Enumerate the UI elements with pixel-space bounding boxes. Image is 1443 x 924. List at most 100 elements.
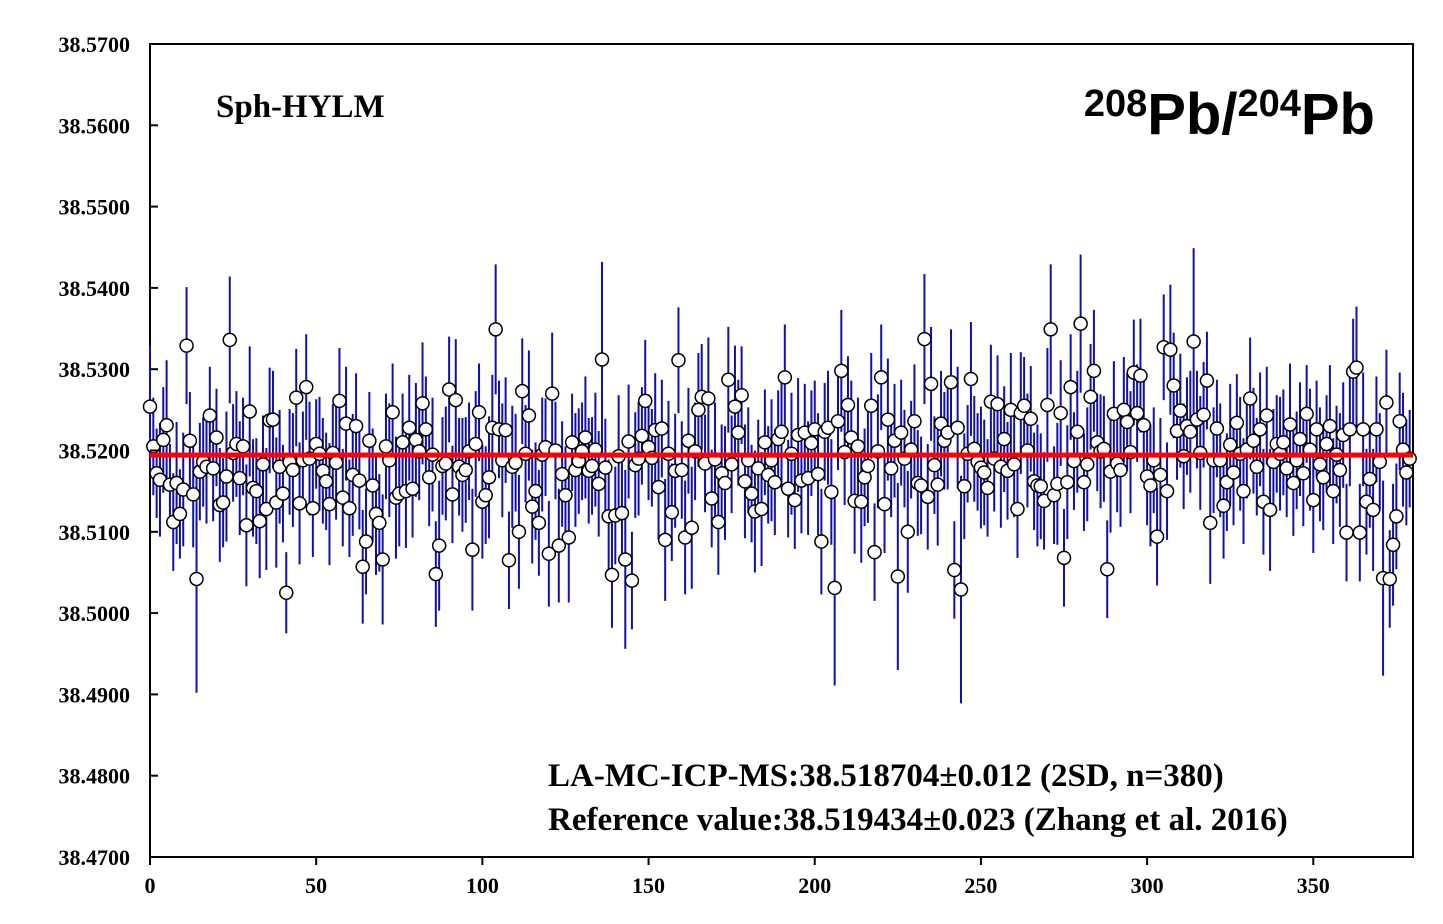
data-point [1060, 474, 1075, 490]
data-point [634, 428, 650, 444]
data-point [913, 478, 929, 493]
data-point [1236, 483, 1251, 499]
y-tick-label: 38.5700 [59, 32, 131, 57]
data-point [515, 383, 530, 399]
data-point [1296, 466, 1311, 481]
annotation: Reference value:38.519434±0.023 (Zhang e… [548, 802, 1288, 838]
data-point [1242, 391, 1258, 406]
x-tick-label: 350 [1297, 873, 1330, 898]
data-point [528, 483, 543, 499]
data-point [322, 496, 337, 512]
data-point [681, 433, 696, 448]
data-point [727, 399, 743, 414]
data-point [275, 486, 291, 501]
chart-title: 208Pb/204Pb [1084, 82, 1375, 147]
data-point [1163, 342, 1178, 357]
data-point [1282, 417, 1298, 432]
data-point [1389, 509, 1404, 524]
x-tick-label: 200 [798, 873, 831, 898]
data-point [471, 405, 487, 420]
x-tick-label: 100 [466, 873, 499, 898]
data-point [780, 481, 796, 496]
data-point [604, 567, 620, 583]
data-point [541, 546, 557, 562]
data-point [561, 530, 577, 545]
data-point [1252, 422, 1268, 437]
data-point [1325, 483, 1341, 499]
x-tick-label: 300 [1131, 873, 1164, 898]
marks [142, 248, 1417, 704]
data-point [1086, 363, 1102, 379]
title-mass: 208 [1084, 83, 1147, 125]
data-point [614, 505, 630, 521]
data-point [1133, 368, 1148, 383]
data-point [292, 496, 307, 511]
data-point [551, 538, 567, 553]
data-point [1136, 418, 1152, 433]
data-point [674, 462, 690, 478]
data-point [358, 534, 374, 549]
data-point [671, 353, 686, 368]
data-point [721, 372, 736, 388]
data-point [711, 514, 726, 530]
data-point [1119, 414, 1135, 430]
title-mass: 204 [1237, 83, 1300, 125]
data-point [704, 491, 719, 506]
data-point [814, 534, 829, 549]
data-point [1080, 457, 1095, 472]
data-point [1183, 424, 1198, 440]
data-point [1083, 389, 1098, 405]
data-point [441, 382, 457, 397]
data-point [1010, 501, 1025, 517]
data-point [657, 532, 673, 548]
data-point [1116, 402, 1132, 418]
data-point [578, 430, 593, 445]
title-element: Pb/ [1147, 82, 1237, 147]
data-point [531, 515, 547, 531]
data-point [215, 495, 231, 510]
data-point [335, 490, 351, 505]
data-point [189, 571, 204, 587]
data-point [750, 461, 766, 476]
data-point [255, 457, 271, 472]
y-tick-label: 38.4900 [59, 682, 131, 707]
data-point [185, 487, 201, 502]
data-point [242, 404, 257, 419]
data-point [385, 405, 400, 420]
data-point [1286, 475, 1301, 491]
data-point [1392, 413, 1407, 429]
data-point [777, 370, 793, 385]
data-point [787, 492, 803, 508]
data-point [664, 505, 680, 520]
data-point [691, 402, 706, 418]
data-point [850, 439, 866, 454]
data-point [318, 474, 334, 489]
data-point [880, 412, 896, 427]
data-point [1043, 322, 1058, 337]
data-point [1006, 457, 1022, 472]
data-point [594, 352, 610, 367]
data-point [927, 457, 942, 473]
data-point [1352, 525, 1368, 540]
data-point [651, 479, 666, 495]
data-point [1349, 360, 1364, 375]
data-point [854, 494, 869, 509]
data-point [731, 425, 746, 440]
data-point [820, 420, 836, 435]
data-point [249, 483, 264, 499]
data-point [1203, 515, 1218, 531]
data-point [1143, 478, 1158, 493]
data-point [1016, 398, 1032, 414]
data-point [298, 379, 314, 395]
data-point [209, 430, 224, 445]
data-point [279, 585, 294, 601]
data-point [584, 458, 600, 474]
data-point [860, 458, 876, 474]
data-point [352, 473, 367, 488]
data-point [478, 487, 493, 503]
y-tick-label: 38.5500 [59, 195, 131, 220]
data-point [744, 486, 759, 501]
data-point [624, 573, 640, 588]
